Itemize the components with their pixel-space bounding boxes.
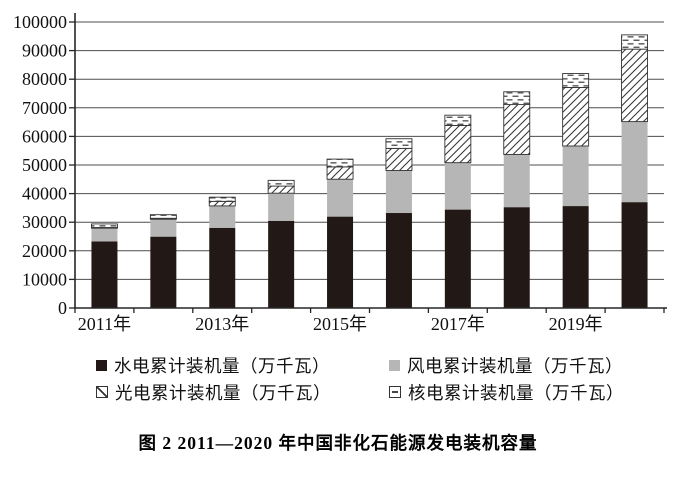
y-tick-label: 70000 (22, 98, 67, 118)
bar-segment (621, 121, 648, 203)
bar-segment (326, 166, 354, 180)
bar-segment (503, 154, 530, 208)
legend-item-solar: 光电累计装机量（万千瓦） (96, 381, 389, 403)
bar-segment (444, 124, 472, 164)
bar-segment (385, 147, 413, 171)
y-tick-label: 0 (58, 298, 67, 318)
bar-segment (326, 158, 354, 168)
bar-segment (267, 185, 295, 194)
bar-segment (562, 73, 590, 88)
axis-labels: 0 10000 20000 30000 40000 50000 60000 70000 8000… (13, 12, 603, 334)
legend-item-wind: 风电累计装机量（万千瓦） (389, 354, 676, 376)
bar-segment (91, 228, 118, 242)
solar-hatch-swatch-icon (96, 386, 108, 398)
y-tick-label: 60000 (22, 126, 67, 146)
bar-segment (621, 48, 648, 123)
bar-segment (562, 87, 590, 147)
bars (90, 34, 648, 308)
bar-segment (621, 202, 648, 308)
legend-label-wind: 风电累计装机量（万千瓦） (407, 355, 623, 376)
axes (69, 13, 667, 313)
bar-segment (208, 196, 236, 202)
bar-segment (268, 193, 295, 221)
legend-item-hydro: 水电累计装机量（万千瓦） (96, 354, 389, 376)
y-tick-label: 90000 (22, 41, 67, 61)
bar-segment (562, 206, 589, 308)
x-tick-label: 2013年 (195, 314, 249, 334)
chart-canvas: 0 10000 20000 30000 40000 50000 60000 70000 8000… (13, 12, 667, 334)
legend-item-nuclear: 核电累计装机量（万千瓦） (389, 381, 676, 403)
y-tick-label: 30000 (22, 212, 67, 232)
bar-segment (503, 104, 531, 155)
y-tick-label: 20000 (22, 241, 67, 261)
bar-segment (208, 200, 236, 207)
wind-swatch-icon (389, 359, 400, 371)
bar-segment (327, 179, 354, 217)
x-tick-label: 2011年 (78, 314, 131, 334)
y-tick-label: 80000 (22, 69, 67, 89)
bar-segment (621, 34, 648, 50)
bar-segment (385, 213, 412, 308)
bar-segment (91, 241, 118, 308)
bar-segment (385, 170, 412, 214)
bar-segment (267, 179, 295, 187)
legend-label-nuclear: 核电累计装机量（万千瓦） (408, 382, 624, 403)
legend: 水电累计装机量（万千瓦） 风电累计装机量（万千瓦） 光电累计装机量（万千瓦） 核… (0, 354, 676, 403)
bar-segment (444, 114, 472, 126)
bar-segment (444, 162, 471, 210)
bar-segment (209, 227, 236, 308)
bar-segment (90, 223, 118, 228)
y-tick-label: 50000 (22, 155, 67, 175)
legend-label-solar: 光电累计装机量（万千瓦） (115, 382, 331, 403)
bar-segment (503, 91, 531, 106)
y-tick-label: 40000 (22, 184, 67, 204)
bar-segment (150, 219, 177, 237)
y-tick-label: 10000 (22, 269, 67, 289)
x-tick-label: 2017年 (431, 314, 485, 334)
bar-segment (149, 214, 177, 219)
legend-label-hydro: 水电累计装机量（万千瓦） (114, 355, 330, 376)
bar-segment (150, 236, 177, 308)
y-tick-label: 100000 (13, 12, 67, 32)
bar-segment (444, 209, 471, 308)
hydro-swatch-icon (96, 359, 107, 371)
bar-segment (562, 145, 589, 207)
nuclear-dash-swatch-icon (389, 386, 401, 398)
bar-segment (385, 138, 413, 149)
x-tick-label: 2015年 (313, 314, 367, 334)
bar-segment (268, 220, 295, 308)
bar-segment (327, 216, 354, 308)
x-tick-label: 2019年 (549, 314, 603, 334)
figure-caption: 图 2 2011—2020 年中国非化石能源发电装机容量 (138, 433, 538, 453)
bar-segment (503, 207, 530, 308)
bar-segment (209, 205, 236, 228)
